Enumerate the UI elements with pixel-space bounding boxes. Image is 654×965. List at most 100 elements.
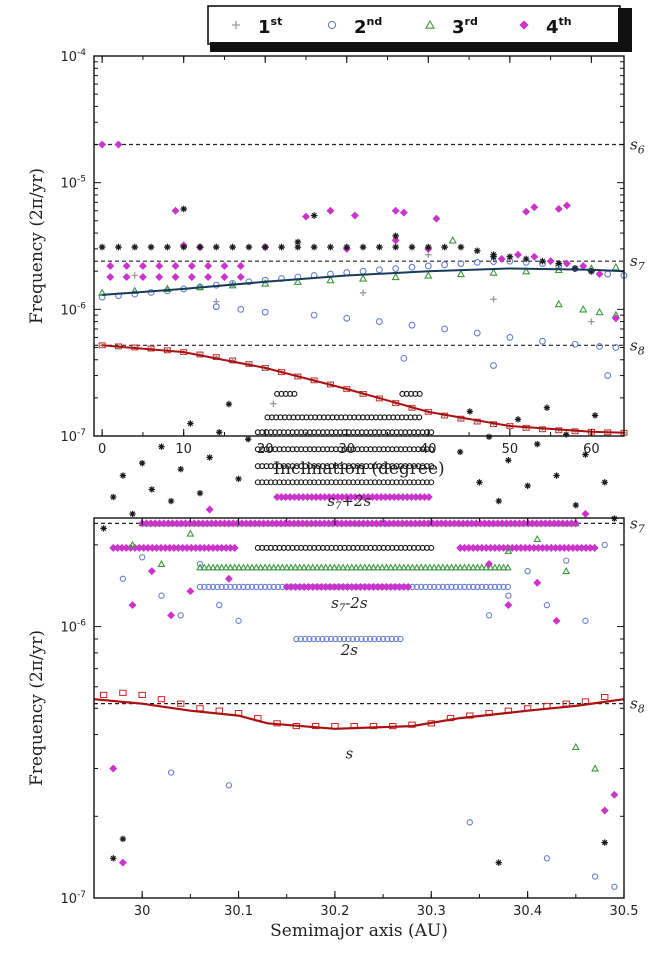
scatter-point-2nd	[167, 769, 175, 776]
band-point-black	[416, 414, 423, 421]
scatter-point-3rd	[562, 567, 571, 575]
point-4th	[204, 261, 213, 270]
point-black	[343, 243, 351, 251]
point-4th	[530, 203, 539, 212]
scatter-point-3rd	[591, 764, 600, 772]
band-point-second	[261, 583, 269, 591]
band-point-third	[239, 563, 248, 571]
point-black	[392, 232, 399, 240]
point-black	[131, 243, 139, 251]
band-point-third	[504, 563, 512, 571]
band-point-third	[452, 563, 460, 571]
band-point-second	[349, 635, 356, 643]
legend-marker-1st	[232, 21, 240, 29]
band-point-third	[465, 563, 473, 571]
y-tick-exp: -4	[77, 48, 86, 58]
scatter-point-2nd	[177, 612, 184, 619]
band-point-third	[456, 563, 465, 571]
scatter-point-2nd	[139, 554, 146, 561]
point-4th	[171, 206, 180, 215]
y-tick-label: 10-7	[60, 428, 86, 445]
point-3rd	[522, 266, 531, 275]
point-4th	[155, 261, 164, 270]
band-point-second	[465, 583, 473, 591]
scatter-point-black	[129, 510, 136, 518]
point-4th	[106, 273, 115, 281]
reference-label-8: s8	[630, 695, 645, 716]
point-1st	[490, 296, 497, 303]
band-point-fourth	[230, 543, 239, 552]
point-3rd	[595, 307, 604, 316]
scatter-point-black	[495, 497, 502, 505]
plot-frame	[93, 55, 625, 437]
point-4th	[220, 273, 229, 281]
band-point-second	[487, 583, 494, 591]
band-point-second	[205, 583, 212, 591]
band-point-third	[391, 563, 399, 571]
x-tick-label: 30	[134, 904, 151, 919]
scatter-point-2nd	[466, 819, 473, 826]
point-4th	[171, 273, 180, 281]
scatter-point-2nd	[225, 782, 233, 789]
red-square-point	[177, 700, 185, 707]
band-point-second	[293, 635, 300, 643]
legend-marker-3rd	[425, 19, 435, 29]
scatter-point-2nd	[196, 560, 204, 568]
band-point-third	[482, 563, 491, 571]
band-point-black	[428, 463, 435, 470]
scatter-point-black	[601, 479, 608, 486]
legend-label-sup: rd	[465, 15, 478, 28]
band-point-third	[469, 563, 478, 571]
band-point-third	[439, 563, 447, 571]
point-2nd	[457, 260, 465, 267]
band-point-second	[384, 635, 391, 643]
band-point-black	[291, 390, 298, 397]
band-point-second	[353, 635, 361, 643]
scatter-point-4th	[205, 505, 214, 514]
red-square-point	[99, 691, 108, 698]
point-3rd	[448, 236, 457, 244]
band-point-second	[306, 635, 313, 643]
point-3rd	[424, 271, 433, 279]
band-point-second	[222, 583, 230, 591]
point-2nd	[424, 262, 432, 270]
band-point-second	[240, 583, 247, 591]
legend-marker-2nd	[327, 20, 337, 30]
point-4th	[399, 208, 408, 217]
point-2nd	[261, 308, 269, 316]
band-point-second	[457, 583, 464, 591]
point-2nd	[490, 362, 497, 369]
band-point-third	[269, 563, 278, 571]
band-point-third	[478, 563, 486, 571]
legend: 1st 2nd 3rd 4th	[207, 5, 632, 52]
y-tick-base: 10	[60, 50, 77, 65]
point-4th	[302, 212, 310, 221]
point-black	[539, 257, 546, 265]
y-tick-base: 10	[60, 892, 77, 907]
scatter-point-black	[543, 404, 551, 411]
scatter-point-black	[505, 457, 512, 464]
point-2nd	[441, 325, 449, 333]
band-point-third	[204, 563, 213, 571]
scatter-point-2nd	[591, 873, 599, 880]
band-point-third	[222, 563, 230, 571]
scatter-point-black	[572, 502, 580, 509]
band-point-second	[214, 583, 221, 591]
point-2nd	[539, 337, 546, 345]
scatter-point-black	[534, 440, 541, 448]
band-point-second	[201, 583, 208, 591]
legend-shadow	[210, 42, 632, 52]
band-point-second	[345, 635, 352, 643]
band-point-second	[327, 635, 335, 643]
annotation-part: -2s	[345, 594, 368, 612]
point-2nd	[612, 344, 620, 351]
point-2nd	[261, 276, 269, 284]
band-point-third	[196, 563, 204, 571]
point-4th	[187, 261, 196, 270]
band-point-second	[474, 583, 481, 591]
scatter-point-black	[206, 454, 213, 461]
point-black	[115, 243, 122, 251]
point-black	[213, 243, 220, 251]
annotation-part: +2s	[341, 492, 371, 510]
point-3rd	[489, 268, 498, 276]
